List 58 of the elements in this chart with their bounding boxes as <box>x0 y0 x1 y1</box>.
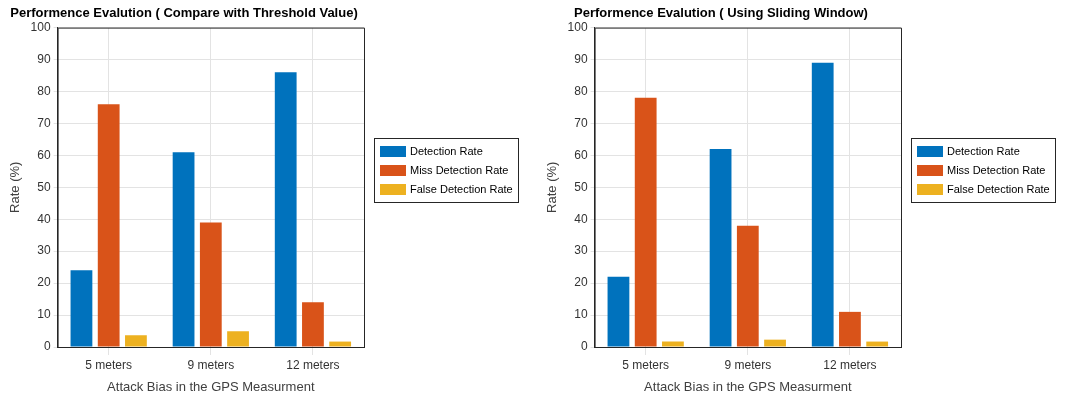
y-tick-label: 40 <box>37 211 51 226</box>
bar <box>634 97 657 347</box>
bar <box>274 72 297 347</box>
y-tick-label: 80 <box>37 83 51 98</box>
x-axis-title: Attack Bias in the GPS Measurment <box>644 378 852 394</box>
x-tick-label: 12 meters <box>286 357 340 372</box>
legend-label: Detection Rate <box>410 144 483 159</box>
bar <box>125 335 147 347</box>
bar <box>811 62 834 347</box>
bar <box>302 302 324 347</box>
x-tick-label: 12 meters <box>823 357 877 372</box>
y-tick-label: 70 <box>37 115 51 130</box>
bar <box>709 148 732 347</box>
y-tick-label: 50 <box>574 179 588 194</box>
y-tick-label: 20 <box>37 275 51 290</box>
bar <box>199 222 222 347</box>
x-tick-label: 5 meters <box>85 357 133 372</box>
y-tick-label: 100 <box>30 19 51 34</box>
y-tick-label: 0 <box>580 339 588 354</box>
bar <box>172 152 195 347</box>
bar <box>736 225 759 347</box>
y-tick-label: 100 <box>567 19 588 34</box>
y-tick-label: 60 <box>37 147 51 162</box>
y-tick-label: 90 <box>37 51 51 66</box>
y-tick-label: 80 <box>574 83 588 98</box>
y-axis-title: Rate (%) <box>544 161 560 213</box>
x-tick-label: 5 meters <box>622 357 670 372</box>
y-tick-label: 10 <box>574 307 588 322</box>
y-tick-label: 70 <box>574 115 588 130</box>
x-tick-label: 9 meters <box>187 357 235 372</box>
bar <box>329 341 352 347</box>
y-axis-title: Rate (%) <box>7 161 23 213</box>
bar <box>662 341 684 347</box>
y-tick-label: 0 <box>43 339 51 354</box>
chart-title: Performence Evalution ( Compare with Threshold Value) <box>10 5 358 21</box>
y-tick-label: 90 <box>574 51 588 66</box>
y-tick-label: 40 <box>574 211 588 226</box>
y-tick-label: 50 <box>37 179 51 194</box>
legend-label: Detection Rate <box>947 144 1020 159</box>
bar <box>70 270 93 347</box>
x-tick-label: 9 meters <box>724 357 772 372</box>
y-tick-label: 30 <box>37 243 51 258</box>
y-tick-label: 20 <box>574 275 588 290</box>
bar <box>866 341 889 347</box>
bar <box>607 276 630 347</box>
legend-label: False Detection Rate <box>947 182 1050 197</box>
legend-label: False Detection Rate <box>410 182 513 197</box>
y-tick-label: 30 <box>574 243 588 258</box>
bar <box>227 331 249 347</box>
legend-label: Miss Detection Rate <box>947 163 1046 178</box>
bar <box>764 339 786 347</box>
x-axis-title: Attack Bias in the GPS Measurment <box>107 378 315 394</box>
bar <box>839 311 861 347</box>
y-tick-label: 60 <box>574 147 588 162</box>
bar <box>97 104 120 347</box>
chart-title: Performence Evalution ( Using Sliding Window) <box>574 5 868 21</box>
legend-label: Miss Detection Rate <box>410 163 509 178</box>
y-tick-label: 10 <box>37 307 51 322</box>
